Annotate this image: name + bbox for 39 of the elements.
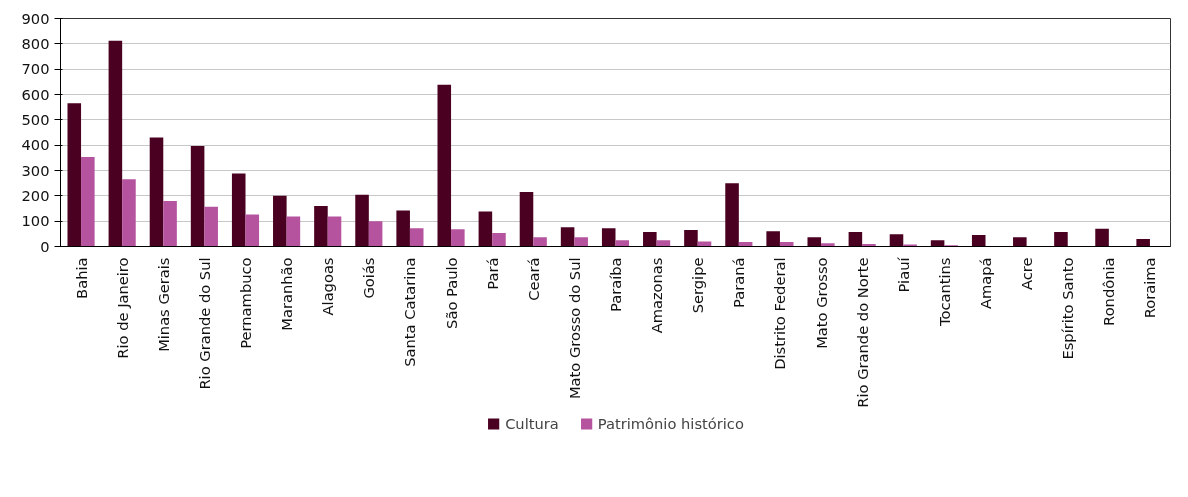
x-tick-label: Ceará bbox=[524, 257, 542, 301]
y-tick-label: 0 bbox=[40, 237, 50, 255]
y-tick-label: 500 bbox=[21, 110, 50, 128]
x-tick-label: Pernambuco bbox=[237, 257, 254, 349]
x-tick-label: Roraima bbox=[1141, 257, 1159, 319]
x-tick-label: Rondônia bbox=[1100, 257, 1118, 326]
y-tick-label: 300 bbox=[21, 161, 50, 179]
x-tick-label: Piauí bbox=[894, 256, 912, 293]
x-tick-label: São Paulo bbox=[442, 257, 460, 329]
legend-label: Cultura bbox=[505, 414, 559, 432]
legend-label: Patrimônio histórico bbox=[597, 414, 744, 432]
x-tick-label: Minas Gerais bbox=[154, 257, 172, 352]
x-tick-label: Tocantins bbox=[935, 257, 953, 327]
x-tick-label: Maranhão bbox=[278, 257, 296, 331]
x-tick-label: Amapá bbox=[977, 257, 994, 310]
x-tick-label: Amazonas bbox=[648, 257, 666, 334]
x-tick-label: Bahia bbox=[72, 257, 90, 299]
y-tick-label: 600 bbox=[21, 85, 50, 103]
x-tick-label: Rio Grande do Sul bbox=[195, 257, 213, 390]
x-tick-label: Paraná bbox=[730, 257, 748, 308]
x-tick-label: Paraíba bbox=[607, 257, 624, 313]
x-tick-label: Sergipe bbox=[689, 257, 707, 314]
x-tick-label: Goiás bbox=[360, 257, 378, 299]
y-tick-label: 900 bbox=[21, 9, 50, 27]
x-tick-label: Acre bbox=[1018, 257, 1036, 291]
y-tick-label: 200 bbox=[21, 186, 50, 204]
x-tick-label: Espírito Santo bbox=[1059, 257, 1077, 360]
x-tick-label: Santa Catarina bbox=[401, 257, 419, 367]
y-tick-label: 100 bbox=[21, 212, 50, 230]
x-tick-label: Mato Grosso do Sul bbox=[565, 257, 583, 400]
y-tick-label: 700 bbox=[21, 60, 50, 78]
y-tick-label: 400 bbox=[21, 136, 50, 154]
x-tick-label: Rio Grande do Norte bbox=[853, 257, 871, 408]
x-tick-label: Alagoas bbox=[319, 257, 337, 316]
x-tick-label: Rio de Janeiro bbox=[113, 257, 131, 359]
x-tick-label: Distrito Federal bbox=[771, 257, 789, 370]
x-tick-label: Mato Grosso bbox=[812, 257, 830, 349]
y-tick-label: 800 bbox=[21, 34, 50, 52]
x-tick-label: Pará bbox=[483, 257, 501, 290]
